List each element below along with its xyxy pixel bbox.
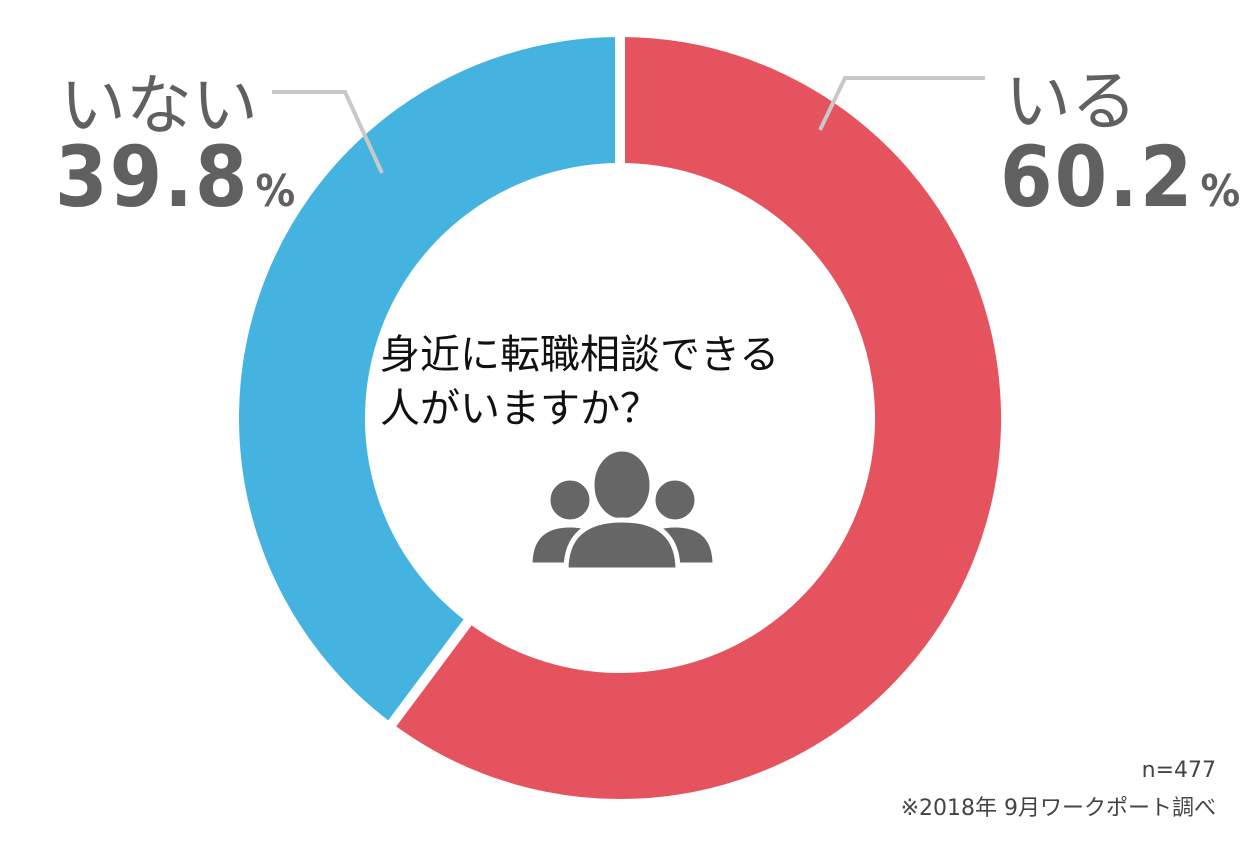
source-note: ※2018年 9月ワークポート調べ [900, 796, 1216, 821]
slice-value-inai-number: 39.8 [55, 128, 250, 226]
slice-value-inai: 39.8% [55, 128, 297, 226]
percent-unit-iru: % [1200, 166, 1243, 217]
people-group-icon [527, 446, 718, 573]
sample-size: n=477 [1141, 758, 1216, 783]
slice-label-inai: いない [60, 67, 258, 144]
slice-label-iru: いる [1005, 63, 1137, 140]
slice-value-iru-number: 60.2 [1000, 128, 1195, 226]
donut-slice-0 [382, 26, 1011, 809]
slice-value-iru: 60.2% [1000, 128, 1242, 226]
chart-title-line-1: 身近に転職相談できる [380, 332, 780, 378]
chart-title-line-2: 人がいますか？ [380, 386, 660, 432]
donut-slices [229, 26, 1011, 809]
leader-line-inai [272, 90, 384, 174]
leader-line-iru [818, 76, 985, 131]
percent-unit-inai: % [255, 166, 298, 217]
donut-slice-1 [229, 26, 625, 735]
chart-title: 身近に転職相談できる 人がいますか？ [380, 328, 870, 436]
